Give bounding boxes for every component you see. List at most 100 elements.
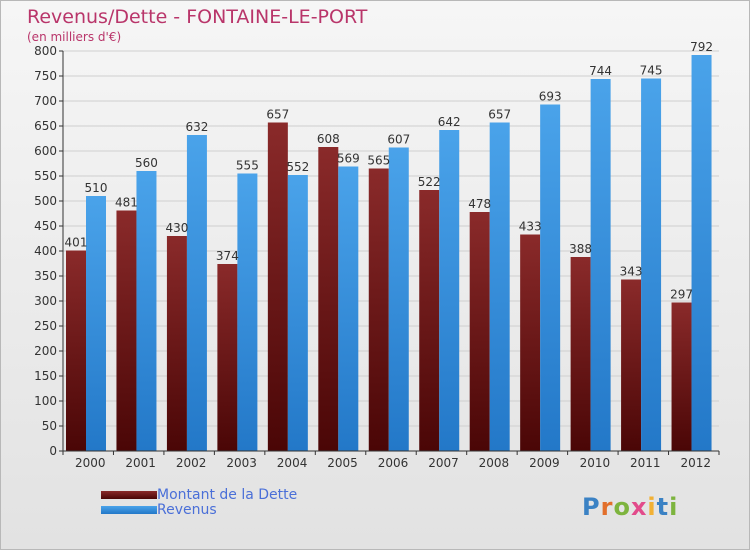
bar-revenus bbox=[136, 171, 157, 451]
y-tick-label: 200 bbox=[34, 344, 57, 358]
y-tick-label: 500 bbox=[34, 194, 57, 208]
data-label-revenus: 510 bbox=[85, 181, 108, 195]
bar-dette bbox=[570, 257, 591, 451]
y-tick-label: 400 bbox=[34, 244, 57, 258]
y-tick-label: 550 bbox=[34, 169, 57, 183]
data-label-revenus: 632 bbox=[185, 120, 208, 134]
logo-letter: P bbox=[582, 493, 601, 521]
x-tick-label: 2011 bbox=[630, 456, 661, 470]
data-label-dette: 374 bbox=[216, 249, 239, 263]
data-label-revenus: 745 bbox=[640, 64, 663, 78]
bar-revenus bbox=[237, 173, 258, 451]
data-label-dette: 608 bbox=[317, 132, 340, 146]
y-tick-label: 750 bbox=[34, 69, 57, 83]
legend-swatch-dette bbox=[101, 490, 157, 499]
bar-dette bbox=[66, 250, 86, 451]
x-tick-label: 2000 bbox=[75, 456, 106, 470]
bar-revenus bbox=[641, 78, 662, 451]
legend-label-revenus: Revenus bbox=[157, 501, 217, 518]
logo-letter: o bbox=[613, 493, 631, 521]
data-label-dette: 430 bbox=[165, 221, 188, 235]
bar-revenus bbox=[489, 122, 510, 451]
y-tick-label: 100 bbox=[34, 394, 57, 408]
x-tick-label: 2006 bbox=[378, 456, 409, 470]
bars bbox=[66, 55, 712, 451]
data-label-revenus: 607 bbox=[387, 133, 410, 147]
data-label-dette: 343 bbox=[620, 265, 643, 279]
bar-dette bbox=[469, 212, 490, 451]
bar-revenus bbox=[691, 55, 712, 451]
data-label-revenus: 657 bbox=[488, 108, 511, 122]
x-tick-label: 2012 bbox=[680, 456, 711, 470]
bar-revenus bbox=[540, 104, 561, 451]
y-tick-label: 650 bbox=[34, 119, 57, 133]
bar-revenus bbox=[590, 79, 611, 451]
data-label-revenus: 744 bbox=[589, 64, 612, 78]
x-tick-label: 2010 bbox=[580, 456, 611, 470]
x-tick-label: 2002 bbox=[176, 456, 207, 470]
y-tick-label: 350 bbox=[34, 269, 57, 283]
bar-revenus bbox=[287, 175, 308, 451]
bar-dette bbox=[621, 279, 642, 451]
bar-dette bbox=[217, 264, 238, 451]
data-label-dette: 401 bbox=[65, 236, 88, 250]
data-label-dette: 522 bbox=[418, 175, 441, 189]
bar-dette bbox=[318, 147, 339, 451]
x-tick-label: 2001 bbox=[125, 456, 156, 470]
data-label-revenus: 569 bbox=[337, 152, 360, 166]
data-labels: 401 510 481 560 430 632 374 555 657 552 608 569 565 6… bbox=[65, 40, 713, 302]
bar-revenus bbox=[86, 196, 106, 451]
logo-letter: r bbox=[600, 493, 614, 521]
legend-item-revenus: Revenus bbox=[101, 501, 297, 518]
y-tick-label: 600 bbox=[34, 144, 57, 158]
x-tick-label: 2008 bbox=[479, 456, 510, 470]
y-tick-label: 250 bbox=[34, 319, 57, 333]
bar-dette bbox=[671, 302, 692, 451]
data-label-dette: 388 bbox=[569, 242, 592, 256]
bar-revenus bbox=[338, 166, 359, 451]
x-tick-label: 2004 bbox=[277, 456, 308, 470]
data-label-dette: 565 bbox=[367, 154, 390, 168]
logo-letter: i bbox=[647, 493, 657, 521]
y-tick-label: 700 bbox=[34, 94, 57, 108]
data-label-revenus: 552 bbox=[286, 160, 309, 174]
data-label-revenus: 792 bbox=[690, 40, 713, 54]
x-tick-label: 2003 bbox=[226, 456, 257, 470]
legend-item-dette: Montant de la Dette bbox=[101, 486, 298, 503]
data-label-dette: 433 bbox=[519, 220, 542, 234]
x-tick-label: 2007 bbox=[428, 456, 459, 470]
bar-revenus bbox=[388, 147, 409, 451]
y-tick-label: 300 bbox=[34, 294, 57, 308]
data-label-dette: 481 bbox=[115, 196, 138, 210]
bar-dette bbox=[166, 236, 187, 451]
logo-letter: t bbox=[656, 493, 670, 521]
bar-dette bbox=[520, 234, 541, 451]
bar-dette bbox=[267, 122, 288, 451]
y-tick-label: 450 bbox=[34, 219, 57, 233]
bar-revenus bbox=[439, 130, 460, 451]
logo-letter: i bbox=[669, 493, 679, 521]
y-tick-label: 800 bbox=[34, 44, 57, 58]
bar-revenus bbox=[186, 135, 207, 451]
data-label-revenus: 693 bbox=[539, 90, 562, 104]
legend: Montant de la Dette Revenus bbox=[101, 486, 298, 518]
axes: 0 50 100 150 200 250 300 350 400 450 500 550 600 650 7… bbox=[34, 44, 720, 470]
proxiti-logo: Proxiti bbox=[582, 493, 678, 521]
data-label-revenus: 642 bbox=[438, 115, 461, 129]
y-tick-label: 0 bbox=[49, 444, 57, 458]
y-tick-label: 50 bbox=[42, 419, 57, 433]
logo-letter: x bbox=[630, 493, 648, 521]
bar-dette bbox=[419, 190, 440, 451]
x-tick-label: 2005 bbox=[327, 456, 358, 470]
data-label-revenus: 555 bbox=[236, 159, 259, 173]
legend-label-dette: Montant de la Dette bbox=[157, 486, 298, 503]
data-label-revenus: 560 bbox=[135, 156, 158, 170]
data-label-dette: 657 bbox=[266, 108, 289, 122]
data-label-dette: 297 bbox=[670, 288, 693, 302]
y-tick-label: 150 bbox=[34, 369, 57, 383]
data-label-dette: 478 bbox=[468, 197, 491, 211]
legend-swatch-revenus bbox=[101, 505, 157, 514]
bar-dette bbox=[116, 210, 137, 451]
